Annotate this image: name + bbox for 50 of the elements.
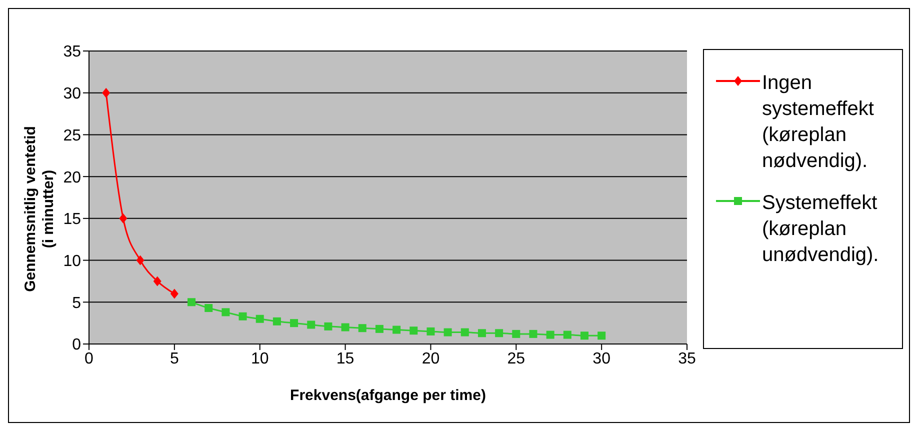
point: [188, 298, 196, 306]
x-tick-label: 35: [678, 350, 696, 368]
point: [238, 312, 247, 320]
y-tick-label: 35: [63, 44, 82, 61]
legend-label: Systemeffekt (køreplan unødvendig).: [762, 191, 880, 268]
point: [272, 317, 281, 326]
point: [426, 327, 435, 336]
y-tick-label: 20: [63, 169, 82, 186]
point: [153, 276, 162, 286]
point: [341, 323, 350, 332]
x-axis-title: Frekvens(afgange per time): [290, 387, 486, 404]
point: [563, 330, 572, 339]
x-tick-label: 25: [507, 350, 526, 368]
point: [307, 320, 316, 329]
point: [495, 329, 504, 338]
point: [358, 324, 366, 332]
point: [102, 88, 110, 98]
point: [170, 288, 178, 299]
point: [444, 328, 452, 336]
y-tick-label: 0: [72, 336, 82, 354]
point: [580, 332, 588, 340]
x-tick-label: 20: [422, 350, 440, 368]
y-axis-title: Gennemsnitlig ventetid (i minutter): [22, 126, 58, 292]
point: [410, 326, 418, 335]
point: [546, 330, 554, 339]
y-tick-label: 30: [63, 86, 82, 103]
point: [392, 326, 401, 334]
point: [222, 308, 230, 316]
point: [375, 324, 384, 333]
x-tick-label: 5: [170, 350, 179, 368]
y-tick-label: 5: [72, 294, 82, 312]
y-tick-label: 15: [63, 211, 82, 228]
x-tick-label: 30: [592, 350, 611, 368]
point: [529, 330, 538, 338]
y-tick-label: 10: [63, 252, 82, 270]
x-tick-label: 10: [250, 350, 269, 368]
point: [324, 322, 332, 330]
point: [598, 332, 606, 340]
legend-label: Ingen systemeffekt (køreplan nødvendig).: [762, 71, 875, 174]
point: [136, 255, 144, 266]
x-tick-label: 15: [336, 350, 354, 368]
point: [256, 314, 264, 323]
point: [478, 329, 486, 338]
point: [460, 328, 469, 336]
point: [204, 304, 213, 312]
x-tick-label: 0: [84, 350, 94, 368]
y-tick-label: 25: [63, 127, 82, 144]
point: [290, 319, 298, 328]
point: [119, 213, 128, 224]
point: [512, 330, 520, 338]
